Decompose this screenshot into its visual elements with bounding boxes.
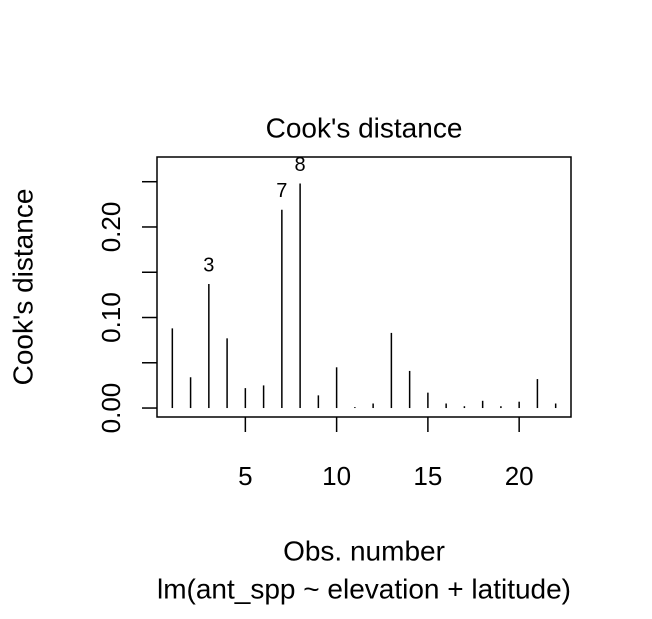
point-label: 3 (203, 254, 214, 276)
x-tick-label: 10 (322, 461, 351, 491)
x-axis-label: Obs. number (283, 535, 445, 566)
x-tick-label: 20 (505, 461, 534, 491)
y-axis-label: Cook's distance (7, 189, 38, 386)
x-tick-label: 15 (413, 461, 442, 491)
chart-title: Cook's distance (266, 112, 463, 143)
y-tick-label: 0.20 (96, 202, 126, 253)
x-tick-label: 5 (238, 461, 252, 491)
y-tick-label: 0.00 (96, 383, 126, 434)
plot-frame (156, 156, 572, 418)
subtitle: lm(ant_spp ~ elevation + latitude) (157, 573, 571, 604)
point-label: 8 (295, 154, 306, 176)
point-label: 7 (276, 180, 287, 202)
y-tick-label: 0.10 (96, 292, 126, 343)
